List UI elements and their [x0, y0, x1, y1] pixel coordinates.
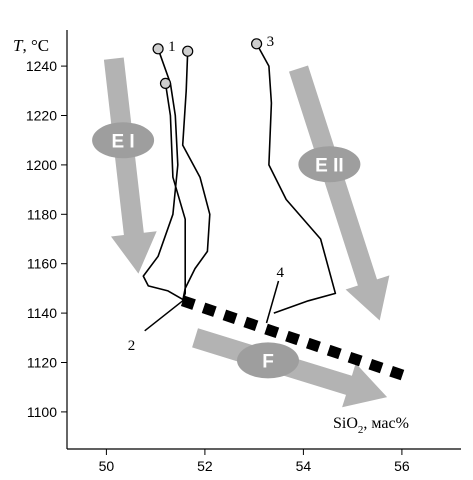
x-tick-label-56: 56: [394, 458, 410, 474]
y-tick-label-1240: 1240: [26, 58, 57, 74]
arrow-ei-label: E I: [111, 131, 134, 152]
start-marker-4: [251, 38, 263, 50]
arrows-layer: E I E II F: [92, 57, 390, 408]
start-marker-1: [152, 43, 164, 55]
callout-label-2: 2: [128, 338, 136, 354]
arrow-eii-badge: [298, 146, 361, 183]
labels-layer: T, °C SiO2, мас% 1 324: [13, 34, 409, 436]
arrow-f-label: F: [262, 351, 274, 372]
callout-leader-4: [265, 280, 280, 324]
y-axis-label-unit: , °C: [22, 36, 49, 55]
series-label-1: 1: [168, 39, 176, 55]
y-tick-label-1220: 1220: [26, 108, 57, 124]
callout-leader-2: [144, 300, 184, 332]
callout-label-4: 4: [277, 265, 285, 281]
y-tick-label-1100: 1100: [27, 404, 57, 420]
x-axis-label: SiO2, мас%: [333, 415, 409, 436]
x-axis-label-main: SiO: [333, 415, 358, 432]
y-axis-label: T, °C: [13, 36, 49, 55]
dashed-line-4: [180, 295, 412, 383]
arrow-ei-badge: [92, 122, 155, 159]
y-tick-label-1180: 1180: [27, 206, 57, 222]
y-axis-label-symbol: T: [13, 36, 24, 55]
series-label-3: 3: [267, 34, 275, 50]
y-tick-label-1160: 1160: [27, 256, 57, 272]
x-axis-label-sub: 2: [358, 424, 364, 436]
axes-layer: [66, 30, 461, 450]
ticks-layer: 1100 1120 1140 1160 1180 1200 1220 1240 50 52 54 56: [26, 58, 410, 474]
series-line-2: [164, 83, 186, 302]
y-tick-label-1120: 1120: [27, 355, 57, 371]
series-layer: [142, 38, 412, 383]
x-tick-label-52: 52: [197, 458, 213, 474]
x-tick-label-50: 50: [99, 458, 115, 474]
arrow-f-badge: [237, 342, 299, 379]
x-tick-label-54: 54: [296, 458, 312, 474]
arrow-eii-label: E II: [315, 155, 344, 176]
arrow-eii: [289, 65, 390, 321]
start-marker-2: [159, 77, 172, 90]
x-axis-label-unit: , мас%: [363, 415, 409, 432]
y-tick-label-1140: 1140: [27, 305, 57, 321]
series-line-1: [142, 48, 186, 302]
start-marker-3: [182, 45, 194, 57]
series-line-4: [255, 43, 337, 314]
arrow-ei: [103, 57, 157, 274]
y-tick-label-1200: 1200: [26, 157, 57, 173]
series-line-3: [181, 51, 211, 301]
